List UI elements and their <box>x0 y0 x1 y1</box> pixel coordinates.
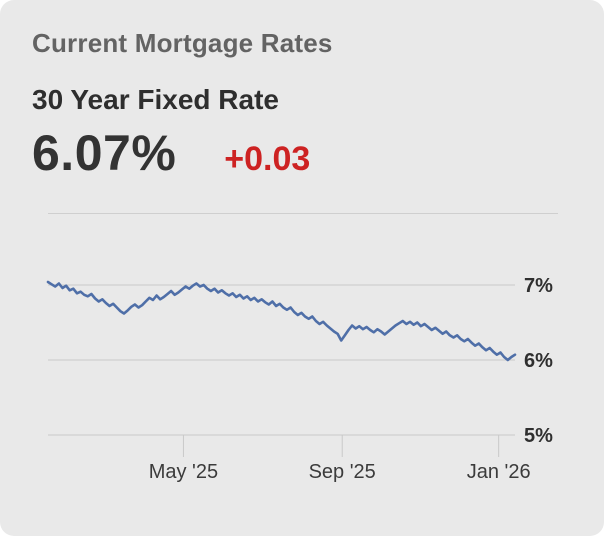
y-axis-label: 7% <box>524 275 553 297</box>
current-rate: 6.07% <box>32 125 177 181</box>
rate-line-series <box>46 280 517 362</box>
rate-change: +0.03 <box>224 140 311 178</box>
x-axis-label: Sep '25 <box>309 461 376 483</box>
divider-line <box>48 213 558 214</box>
product-name: 30 Year Fixed Rate <box>32 84 279 115</box>
rate-history-chart: 7% 6% 5% May '25 Sep '25 Jan '26 <box>46 275 553 483</box>
widget-title: Current Mortgage Rates <box>32 28 333 58</box>
rate-row: 6.07% +0.03 <box>32 124 310 182</box>
y-axis-label: 6% <box>524 350 553 372</box>
x-axis-label: Jan '26 <box>467 461 531 483</box>
y-axis-label: 5% <box>524 425 553 447</box>
x-axis-label: May '25 <box>149 461 218 483</box>
